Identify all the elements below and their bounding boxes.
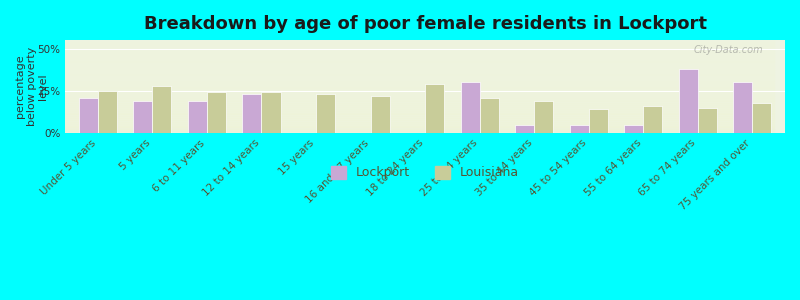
Bar — [316, 94, 335, 133]
Bar — [65, 112, 774, 114]
Bar — [65, 129, 774, 131]
Bar — [370, 96, 390, 133]
Bar — [752, 103, 771, 133]
Bar — [65, 103, 774, 105]
Title: Breakdown by age of poor female residents in Lockport: Breakdown by age of poor female resident… — [143, 15, 706, 33]
Bar — [65, 46, 774, 47]
Bar — [534, 101, 554, 133]
Bar — [65, 42, 774, 44]
Bar — [65, 128, 774, 129]
Bar — [65, 64, 774, 66]
Bar — [65, 109, 774, 111]
Bar — [262, 92, 281, 133]
Y-axis label: percentage
below poverty
level: percentage below poverty level — [15, 47, 48, 126]
Bar — [65, 57, 774, 59]
Bar — [65, 105, 774, 107]
Bar — [65, 114, 774, 116]
Bar — [698, 108, 717, 133]
Bar — [65, 120, 774, 122]
Bar — [207, 92, 226, 133]
Bar — [65, 111, 774, 112]
Bar — [65, 47, 774, 50]
Bar — [65, 107, 774, 109]
Bar — [65, 88, 774, 90]
Bar — [425, 84, 444, 133]
Bar — [65, 81, 774, 83]
Legend: Lockport, Louisiana: Lockport, Louisiana — [326, 161, 524, 184]
Bar — [65, 122, 774, 124]
Bar — [643, 106, 662, 133]
Bar — [65, 55, 774, 57]
Bar — [733, 82, 752, 133]
Bar — [78, 98, 98, 133]
Bar — [515, 124, 534, 133]
Bar — [65, 116, 774, 118]
Bar — [65, 92, 774, 94]
Bar — [65, 87, 774, 88]
Bar — [65, 59, 774, 61]
Bar — [65, 50, 774, 51]
Bar — [65, 75, 774, 77]
Bar — [65, 124, 774, 126]
Bar — [65, 77, 774, 79]
Bar — [589, 110, 608, 133]
Bar — [65, 53, 774, 55]
Bar — [65, 96, 774, 98]
Bar — [242, 94, 262, 133]
Bar — [65, 85, 774, 87]
Bar — [65, 90, 774, 92]
Bar — [65, 94, 774, 96]
Bar — [65, 83, 774, 85]
Bar — [65, 74, 774, 75]
Bar — [65, 40, 774, 42]
Bar — [65, 98, 774, 100]
Bar — [65, 51, 774, 53]
Bar — [65, 62, 774, 64]
Bar — [65, 79, 774, 81]
Bar — [480, 98, 498, 133]
Bar — [65, 66, 774, 68]
Bar — [65, 72, 774, 74]
Bar — [134, 101, 152, 133]
Bar — [65, 100, 774, 101]
Bar — [65, 70, 774, 72]
Bar — [65, 126, 774, 127]
Bar — [570, 124, 589, 133]
Bar — [98, 91, 117, 133]
Text: City-Data.com: City-Data.com — [694, 45, 763, 55]
Bar — [65, 118, 774, 120]
Bar — [65, 61, 774, 62]
Bar — [65, 68, 774, 70]
Bar — [65, 101, 774, 103]
Bar — [624, 124, 643, 133]
Bar — [65, 44, 774, 46]
Bar — [188, 101, 207, 133]
Bar — [152, 86, 171, 133]
Bar — [65, 131, 774, 133]
Bar — [461, 82, 480, 133]
Bar — [678, 69, 698, 133]
